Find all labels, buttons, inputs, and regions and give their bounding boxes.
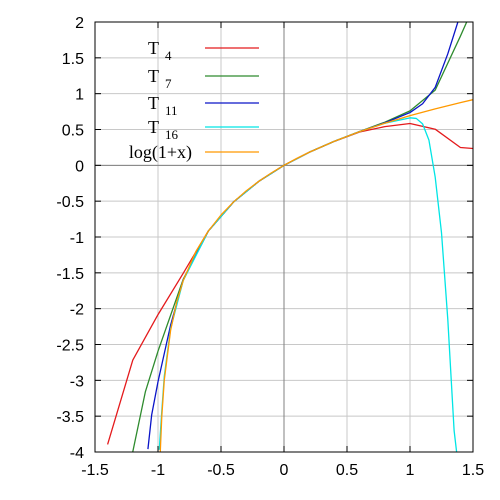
y-tick-label: 0 [75,158,84,175]
x-tick-label: -1.5 [81,462,109,479]
y-tick-label: -2 [70,302,84,319]
x-tick-label: -0.5 [207,462,235,479]
series-line-t-11 [147,22,459,450]
y-tick-label: -1 [70,230,84,247]
x-tick-label: 1.5 [462,462,484,479]
x-tick-label: 0 [280,462,289,479]
legend-label-main: T [148,93,159,113]
legend-label-t-16: T 16 [148,117,179,142]
y-tick-label: 0.5 [62,123,84,140]
y-tick-labels: 2 1.5 1 0.5 0 -0.5 -1 -1.5 -2 -2.5 -3 -3.5 -4 [56,15,84,462]
y-tick-label: -3 [70,373,84,390]
y-tick-label: -3.5 [56,409,84,426]
legend-label-t-11: T 11 [148,93,178,118]
y-tick-label: 1 [75,87,84,104]
y-tick-label: 2 [75,15,84,32]
series-line-log-1-x [159,99,473,452]
legend-label-main: T [148,38,159,58]
series-line-t-16 [158,117,458,452]
x-tick-labels: -1.5 -1 -0.5 0 0.5 1 1.5 [81,462,484,479]
legend-label-sub: 11 [165,103,178,118]
legend-label-sub: 16 [165,127,179,142]
legend-label-sub: 7 [165,76,172,91]
legend-label-sub: 4 [165,48,172,63]
legend-label-main: T [148,117,159,137]
series-lines [106,22,473,452]
x-tick-label: 1 [406,462,415,479]
y-tick-label: -4 [70,445,84,462]
tick-marks [94,21,474,453]
x-tick-label: 0.5 [336,462,358,479]
x-tick-label: -1 [151,462,165,479]
y-tick-label: -2.5 [56,338,84,355]
y-tick-label: -1.5 [56,266,84,283]
y-tick-label: -0.5 [56,194,84,211]
y-tick-label: 1.5 [62,51,84,68]
legend-label-main: T [148,66,159,86]
legend-label-log-1-x: log(1+x) [129,142,192,163]
